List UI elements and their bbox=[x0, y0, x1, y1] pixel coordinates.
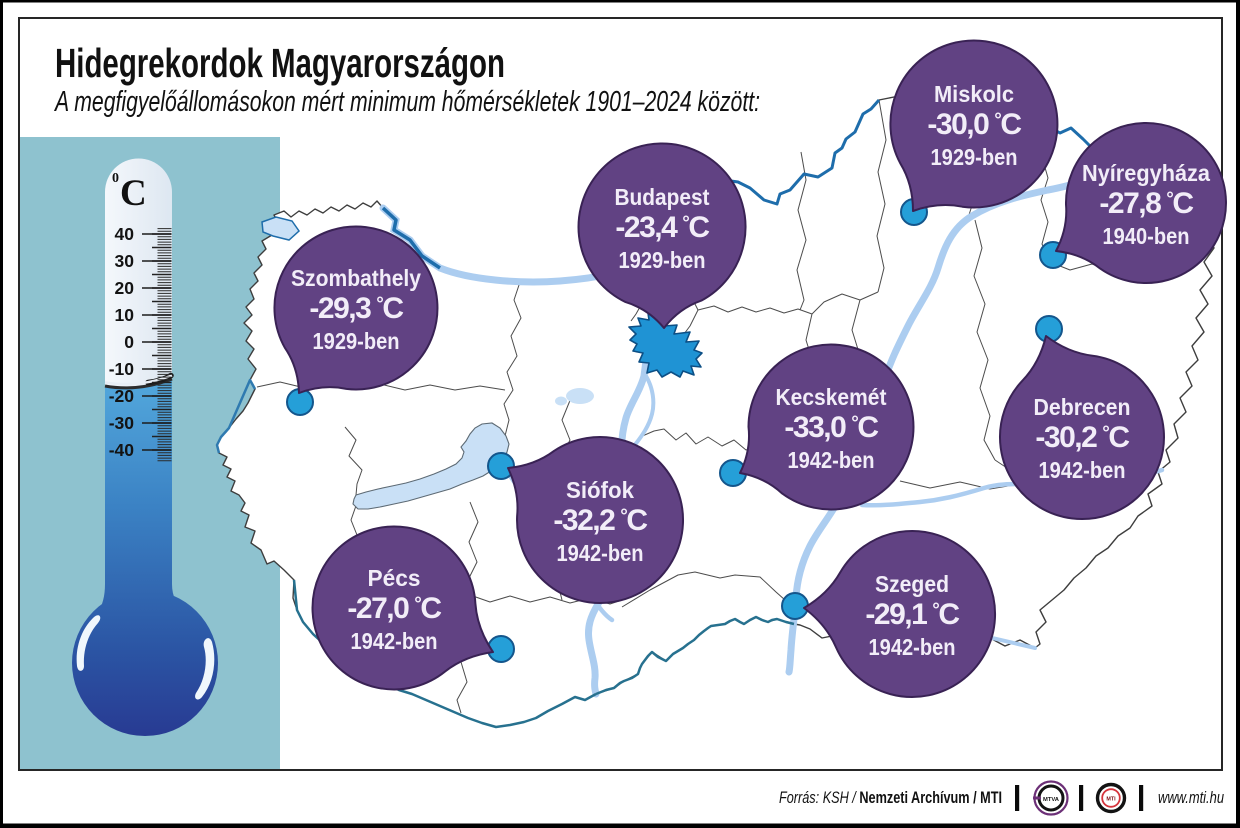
svg-text:Debrecen: Debrecen bbox=[1034, 394, 1131, 420]
svg-text:1942-ben: 1942-ben bbox=[351, 628, 438, 654]
svg-text:-33,0°C: -33,0 °C bbox=[784, 411, 878, 444]
svg-text:Pécs: Pécs bbox=[368, 565, 421, 591]
svg-text:Nyíregyháza: Nyíregyháza bbox=[1082, 160, 1210, 186]
svg-text:-29,1°C: -29,1 °C bbox=[865, 598, 959, 631]
svg-text:1942-ben: 1942-ben bbox=[557, 540, 644, 566]
svg-text:-10: -10 bbox=[109, 359, 135, 379]
svg-text:1929-ben: 1929-ben bbox=[313, 328, 400, 354]
svg-text:Budapest: Budapest bbox=[615, 184, 710, 210]
svg-text:0: 0 bbox=[124, 332, 134, 352]
svg-text:www.mti.hu: www.mti.hu bbox=[1158, 789, 1224, 807]
svg-text:40: 40 bbox=[115, 224, 135, 244]
svg-text:-40: -40 bbox=[109, 440, 135, 460]
svg-text:30: 30 bbox=[115, 251, 135, 271]
svg-text:10: 10 bbox=[115, 305, 135, 325]
svg-text:Kecskemét: Kecskemét bbox=[776, 384, 887, 410]
svg-text:1940-ben: 1940-ben bbox=[1103, 223, 1190, 249]
svg-text:0: 0 bbox=[112, 171, 119, 186]
svg-text:-27,8°C: -27,8 °C bbox=[1099, 187, 1193, 220]
svg-text:-20: -20 bbox=[109, 386, 135, 406]
svg-text:Szombathely: Szombathely bbox=[291, 265, 421, 291]
svg-text:A megfigyelőállomásokon mért m: A megfigyelőállomásokon mért minimum hőm… bbox=[54, 86, 760, 118]
svg-text:1929-ben: 1929-ben bbox=[619, 247, 706, 273]
svg-text:1942-ben: 1942-ben bbox=[869, 634, 956, 660]
svg-text:Siófok: Siófok bbox=[566, 477, 634, 503]
svg-text:Hidegrekordok Magyarországon: Hidegrekordok Magyarországon bbox=[55, 40, 505, 86]
svg-text:Forrás: KSH / Nemzeti Archívum: Forrás: KSH / Nemzeti Archívum / MTI bbox=[779, 789, 1002, 807]
svg-text:-30,2°C: -30,2 °C bbox=[1035, 421, 1129, 454]
svg-text:MTI: MTI bbox=[1106, 797, 1116, 803]
svg-text:1929-ben: 1929-ben bbox=[931, 144, 1018, 170]
svg-text:-23,4°C: -23,4 °C bbox=[615, 211, 709, 244]
svg-text:-30,0°C: -30,0 °C bbox=[927, 108, 1021, 141]
svg-text:-27,0°C: -27,0 °C bbox=[347, 592, 441, 625]
svg-text:-29,3°C: -29,3 °C bbox=[309, 292, 403, 325]
svg-text:Szeged: Szeged bbox=[875, 571, 949, 597]
svg-text:MTVA: MTVA bbox=[1043, 797, 1060, 803]
svg-text:20: 20 bbox=[115, 278, 135, 298]
svg-text:-30: -30 bbox=[109, 413, 135, 433]
svg-text:1942-ben: 1942-ben bbox=[1039, 457, 1126, 483]
svg-text:Miskolc: Miskolc bbox=[934, 81, 1014, 107]
svg-text:C: C bbox=[120, 173, 147, 214]
svg-text:1942-ben: 1942-ben bbox=[788, 447, 875, 473]
svg-text:-32,2°C: -32,2 °C bbox=[553, 504, 647, 537]
